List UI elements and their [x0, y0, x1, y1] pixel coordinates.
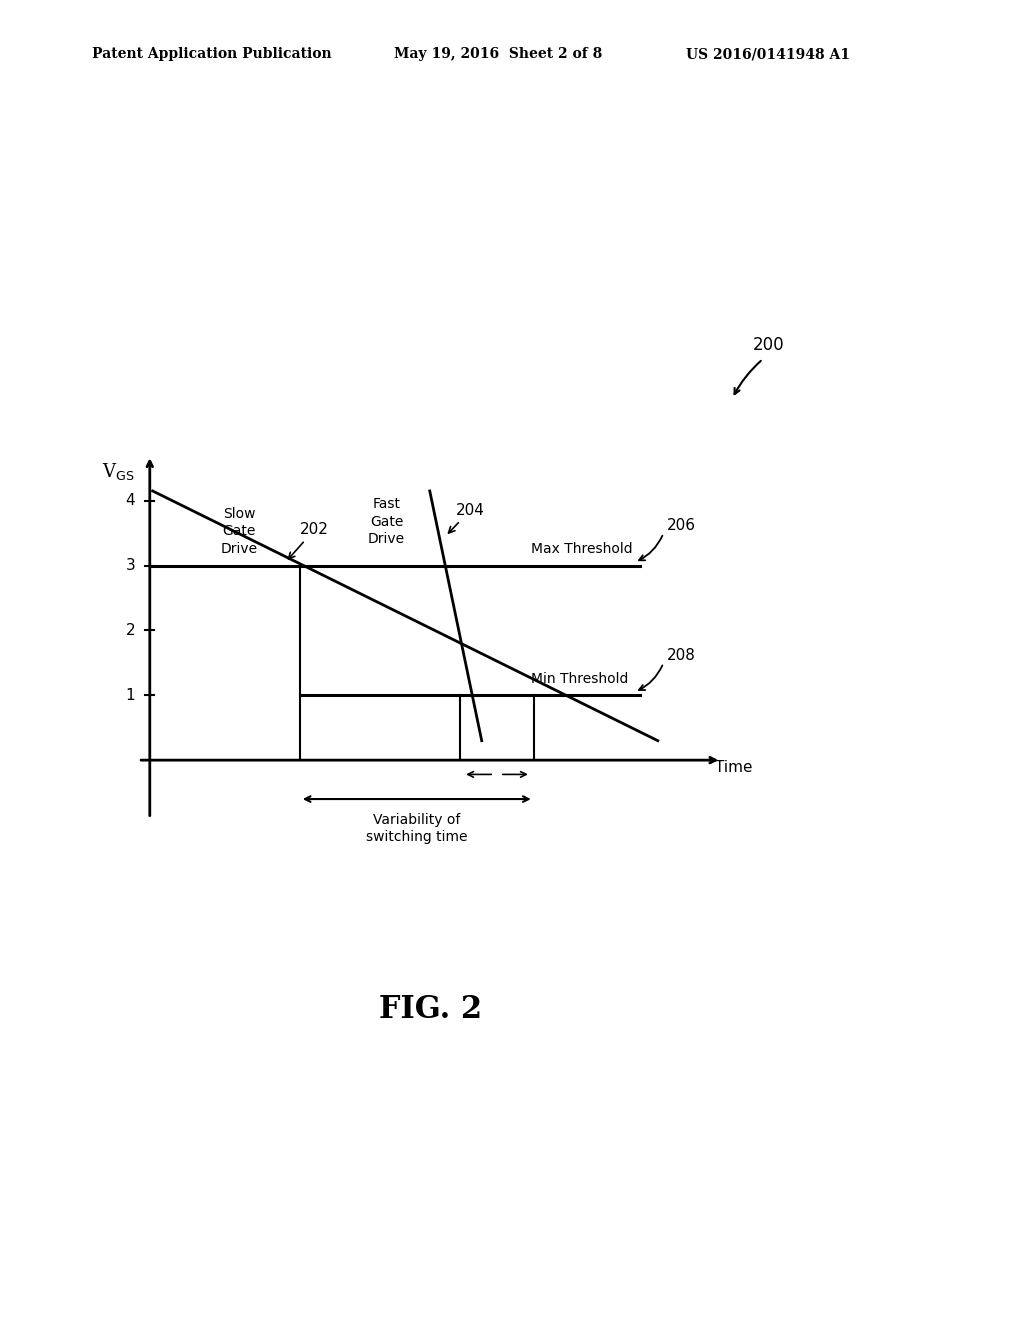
Text: US 2016/0141948 A1: US 2016/0141948 A1	[686, 48, 850, 61]
Text: 200: 200	[753, 335, 784, 354]
Text: 204: 204	[449, 503, 484, 533]
Text: Slow
Gate
Drive: Slow Gate Drive	[221, 507, 258, 556]
Text: 2: 2	[126, 623, 135, 638]
Text: FIG. 2: FIG. 2	[379, 994, 481, 1026]
Text: Fast
Gate
Drive: Fast Gate Drive	[368, 498, 406, 546]
Text: 3: 3	[126, 558, 135, 573]
Text: V$_{\mathrm{GS}}$: V$_{\mathrm{GS}}$	[101, 461, 134, 482]
Text: Max Threshold: Max Threshold	[530, 543, 633, 556]
Text: May 19, 2016  Sheet 2 of 8: May 19, 2016 Sheet 2 of 8	[394, 48, 602, 61]
Text: Time: Time	[716, 760, 753, 775]
Text: 1: 1	[126, 688, 135, 702]
Text: 4: 4	[126, 494, 135, 508]
Text: Variability of
switching time: Variability of switching time	[366, 813, 468, 843]
Text: 208: 208	[667, 648, 695, 663]
Text: Patent Application Publication: Patent Application Publication	[92, 48, 332, 61]
Text: Min Threshold: Min Threshold	[530, 672, 628, 686]
Text: 202: 202	[289, 523, 329, 558]
Text: 206: 206	[667, 517, 695, 533]
